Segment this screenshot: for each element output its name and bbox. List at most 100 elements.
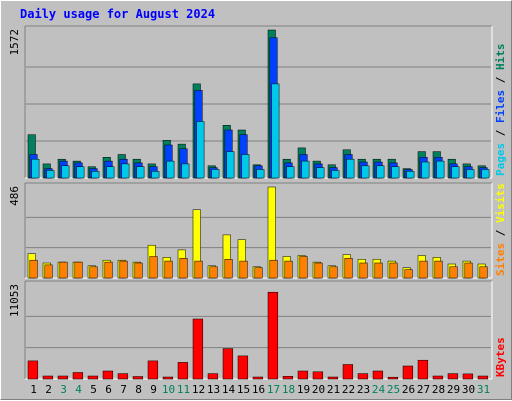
x-tick-label-3: 3	[60, 383, 67, 396]
bar-pages-day-26	[406, 171, 415, 179]
bar-kbytes-day-10	[162, 376, 174, 380]
bar-pages-day-20	[316, 167, 325, 179]
chart-title: Daily usage for August 2024	[20, 7, 215, 21]
bar-kbytes-day-1	[27, 360, 39, 380]
bar-pages-day-21	[331, 170, 340, 179]
bar-pages-day-7	[121, 163, 130, 179]
side-label-sites: Sites	[494, 243, 507, 276]
bar-sites-day-19	[299, 256, 308, 279]
bar-sites-day-14	[224, 259, 233, 279]
bar-sites-day-12	[194, 260, 203, 279]
bar-sites-day-21	[329, 266, 338, 279]
bar-kbytes-day-17	[267, 291, 279, 380]
x-tick-label-6: 6	[105, 383, 112, 396]
bar-pages-day-24	[376, 165, 385, 179]
bar-kbytes-day-4	[72, 372, 84, 380]
bar-kbytes-day-12	[192, 318, 204, 380]
x-tick-label-29: 29	[447, 383, 460, 396]
x-tick-label-31: 31	[477, 383, 490, 396]
x-tick-label-21: 21	[327, 383, 340, 396]
side-label-hits: Hits	[494, 44, 507, 71]
x-tick-label-10: 10	[162, 383, 175, 396]
x-tick-label-13: 13	[207, 383, 220, 396]
bar-kbytes-day-2	[42, 375, 54, 380]
x-tick-label-5: 5	[90, 383, 97, 396]
bar-sites-day-13	[209, 266, 218, 279]
x-tick-label-9: 9	[150, 383, 157, 396]
bar-kbytes-day-9	[147, 360, 159, 380]
bar-pages-day-22	[346, 158, 355, 179]
x-tick-label-28: 28	[432, 383, 445, 396]
bar-pages-day-5	[91, 171, 100, 179]
bar-kbytes-day-21	[327, 376, 339, 380]
bar-sites-day-2	[44, 264, 53, 279]
x-tick-label-27: 27	[417, 383, 430, 396]
bar-sites-day-15	[239, 260, 248, 279]
panel-hits-files-pages-bg	[25, 26, 492, 178]
x-tick-label-8: 8	[135, 383, 142, 396]
bar-kbytes-day-22	[342, 364, 354, 380]
x-tick-label-18: 18	[282, 383, 295, 396]
bar-pages-day-23	[361, 165, 370, 179]
bar-kbytes-day-30	[462, 373, 474, 380]
bar-pages-day-18	[286, 166, 295, 179]
side-label-pages: Pages	[494, 143, 507, 176]
x-tick-label-19: 19	[297, 383, 310, 396]
bar-sites-day-24	[374, 262, 383, 279]
bar-sites-day-29	[449, 266, 458, 279]
side-label-group-hits-files-pages: Pages / Files / Hits	[494, 44, 507, 177]
bar-kbytes-day-6	[102, 370, 114, 380]
bar-pages-day-29	[451, 166, 460, 179]
y-max-label-hits-files-pages: 1572	[8, 29, 21, 56]
bar-kbytes-day-16	[252, 376, 264, 380]
bar-pages-day-3	[61, 165, 70, 179]
x-tick-label-22: 22	[342, 383, 355, 396]
bar-sites-day-17	[269, 259, 278, 279]
bar-sites-day-23	[359, 262, 368, 279]
bar-pages-day-1	[31, 158, 40, 179]
bar-pages-day-9	[151, 171, 160, 179]
bar-pages-day-4	[76, 166, 85, 179]
bar-pages-day-13	[211, 169, 220, 179]
bar-kbytes-day-15	[237, 355, 249, 380]
bar-pages-day-15	[241, 154, 250, 179]
bar-pages-day-25	[391, 166, 400, 179]
bar-kbytes-day-26	[402, 365, 414, 380]
side-label-visits: Visits	[494, 183, 507, 223]
bar-sites-day-6	[104, 261, 113, 279]
side-label-files: Files	[494, 90, 507, 123]
x-tick-label-12: 12	[192, 383, 205, 396]
bar-sites-day-25	[389, 262, 398, 279]
bar-pages-day-8	[136, 166, 145, 179]
bar-sites-day-1	[29, 259, 38, 279]
x-tick-label-26: 26	[402, 383, 415, 396]
bar-sites-day-31	[479, 266, 488, 279]
bar-kbytes-day-7	[117, 373, 129, 380]
bar-kbytes-day-19	[297, 370, 309, 380]
x-tick-label-20: 20	[312, 383, 325, 396]
x-tick-label-11: 11	[177, 383, 190, 396]
bar-pages-day-31	[481, 169, 490, 179]
side-label-group-visits-sites: Sites / Visits	[494, 183, 507, 276]
x-tick-label-2: 2	[45, 383, 52, 396]
bar-kbytes-day-11	[177, 362, 189, 380]
x-tick-label-25: 25	[387, 383, 400, 396]
panel-kbytes-bg	[25, 281, 492, 379]
bar-sites-day-3	[59, 261, 68, 279]
bar-sites-day-7	[119, 260, 128, 279]
bar-pages-day-17	[271, 83, 280, 179]
bar-kbytes-day-28	[432, 375, 444, 380]
bar-kbytes-day-29	[447, 373, 459, 380]
bar-kbytes-day-25	[387, 376, 399, 380]
bar-sites-day-30	[464, 262, 473, 279]
bar-sites-day-9	[149, 256, 158, 279]
bar-kbytes-day-20	[312, 371, 324, 380]
x-tick-label-23: 23	[357, 383, 370, 396]
bar-kbytes-day-14	[222, 348, 234, 380]
x-tick-label-7: 7	[120, 383, 127, 396]
bar-sites-day-16	[254, 267, 263, 279]
bar-kbytes-day-18	[282, 376, 294, 380]
bar-kbytes-day-23	[357, 373, 369, 380]
bar-sites-day-18	[284, 260, 293, 279]
